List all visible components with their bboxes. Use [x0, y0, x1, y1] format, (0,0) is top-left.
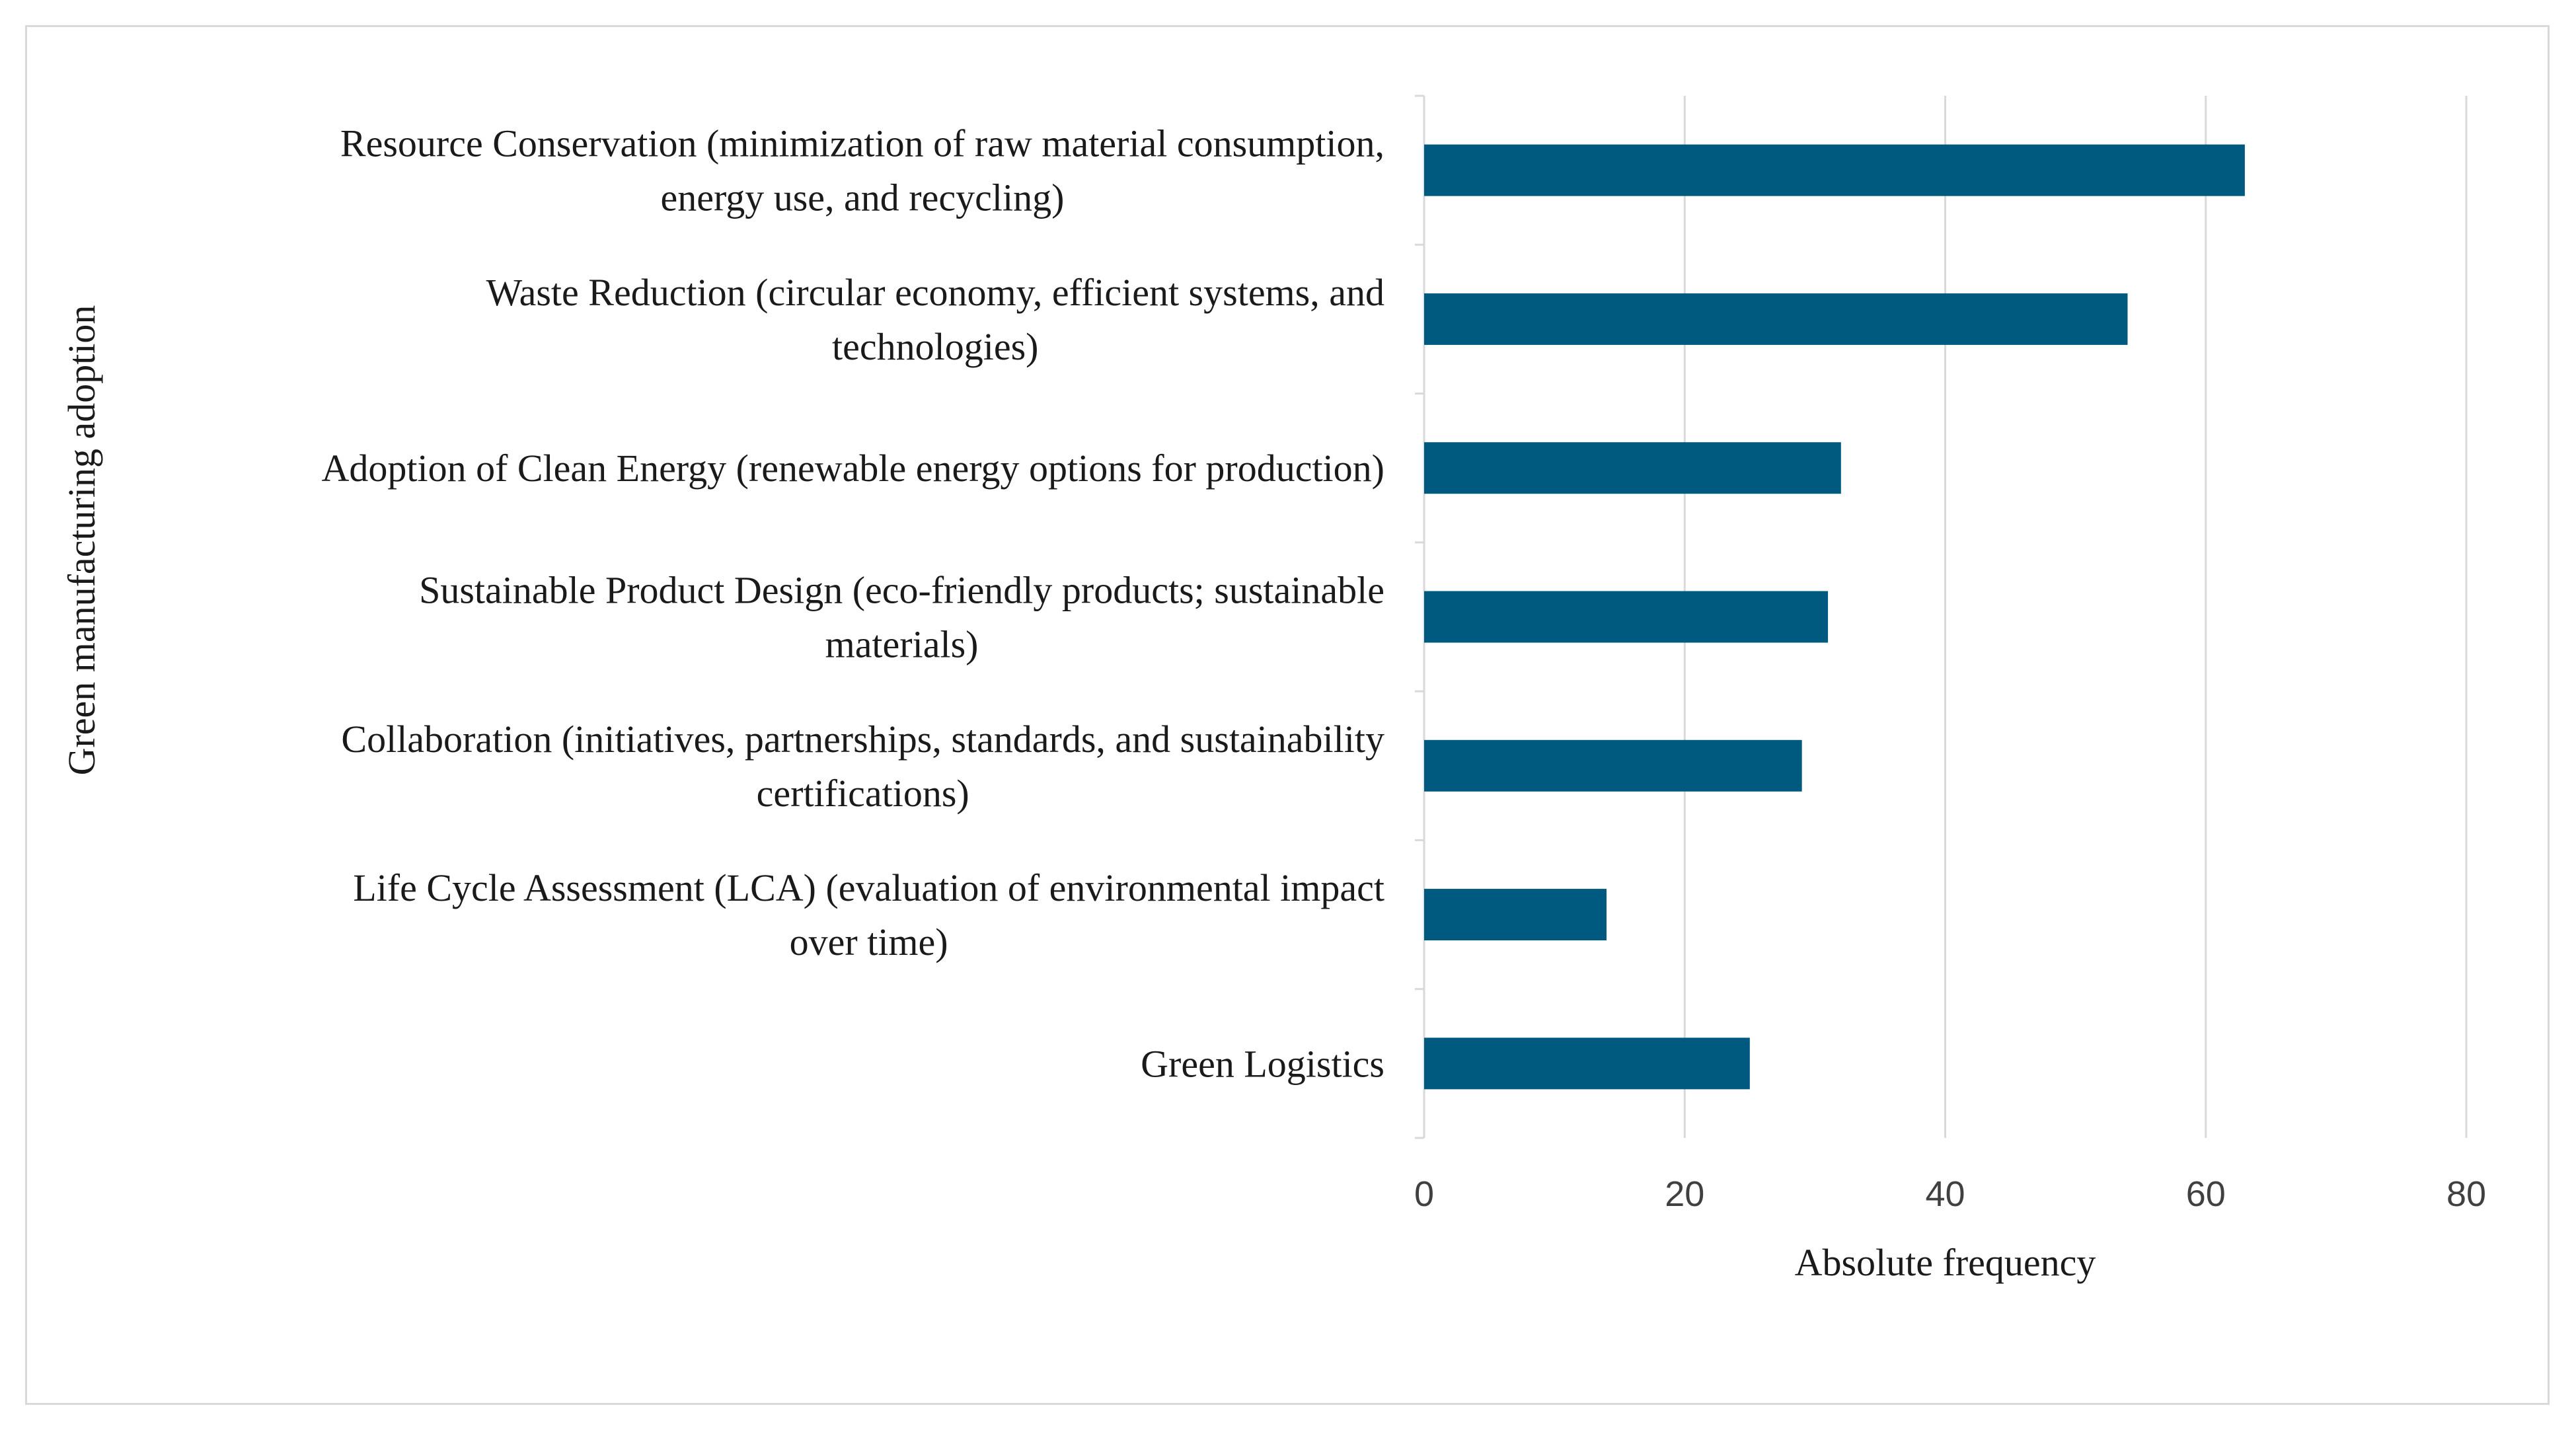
- x-tick-labels: 0 20 40 60 80: [1414, 1174, 2486, 1214]
- y-axis-title: Green manufacturing adoption: [60, 305, 103, 776]
- bar: [1424, 739, 1802, 792]
- category-label: Collaboration (initiatives, partnerships…: [341, 718, 1384, 815]
- x-tick-label: 80: [2446, 1174, 2486, 1214]
- bar: [1424, 1037, 1750, 1090]
- chart-frame: [25, 25, 2550, 1405]
- x-tick-label: 60: [2186, 1174, 2226, 1214]
- category-label-line: over time): [790, 921, 948, 963]
- x-tick-label: 20: [1665, 1174, 1704, 1214]
- x-tick-label: 40: [1925, 1174, 1965, 1214]
- category-label: Adoption of Clean Energy (renewable ener…: [321, 447, 1384, 490]
- category-label-line: Resource Conservation (minimization of r…: [340, 122, 1384, 165]
- category-label: Waste Reduction (circular economy, effic…: [486, 271, 1385, 368]
- bar: [1424, 293, 2128, 345]
- category-label-line: Life Cycle Assessment (LCA) (evaluation …: [353, 866, 1384, 909]
- bars: [1424, 144, 2245, 1090]
- category-label: Sustainable Product Design (eco-friendly…: [419, 569, 1384, 666]
- category-label-line: Waste Reduction (circular economy, effic…: [486, 271, 1385, 314]
- bar: [1424, 591, 1829, 643]
- category-label-line: Sustainable Product Design (eco-friendly…: [419, 569, 1384, 612]
- category-label-line: certifications): [757, 772, 969, 815]
- category-label: Green Logistics: [1141, 1042, 1384, 1085]
- bar: [1424, 442, 1841, 494]
- category-label-line: Collaboration (initiatives, partnerships…: [341, 718, 1384, 761]
- x-tick-label: 0: [1414, 1174, 1434, 1214]
- x-axis-title: Absolute frequency: [1795, 1241, 2096, 1284]
- category-label-line: materials): [825, 623, 979, 666]
- category-label-line: Green Logistics: [1141, 1042, 1384, 1085]
- category-label: Life Cycle Assessment (LCA) (evaluation …: [353, 866, 1384, 963]
- category-label-line: energy use, and recycling): [660, 176, 1064, 219]
- category-labels: Resource Conservation (minimization of r…: [321, 122, 1384, 1086]
- category-label: Resource Conservation (minimization of r…: [340, 122, 1384, 219]
- category-label-line: technologies): [832, 325, 1038, 368]
- bar: [1424, 144, 2245, 196]
- bar: [1424, 889, 1607, 941]
- category-label-line: Adoption of Clean Energy (renewable ener…: [321, 447, 1384, 490]
- category-ticks: [1415, 94, 1424, 1139]
